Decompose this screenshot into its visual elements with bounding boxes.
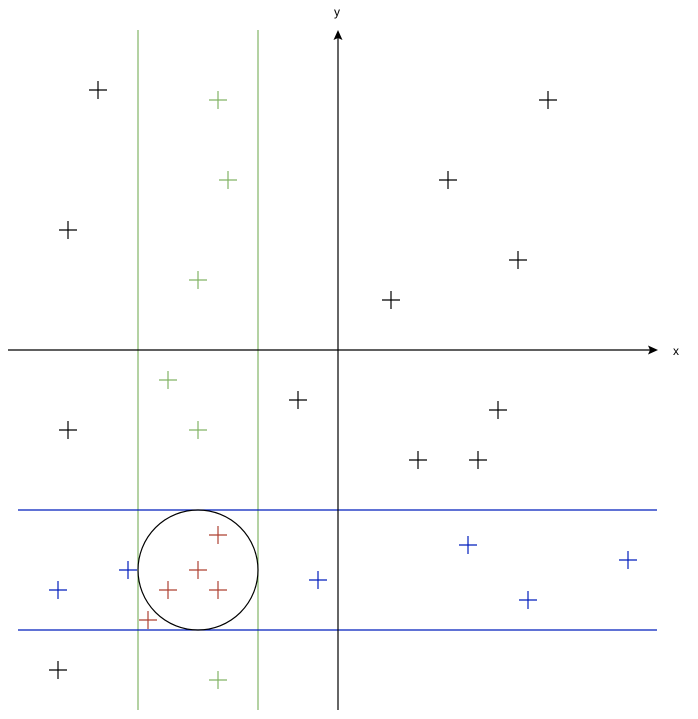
red-plus-point-1 xyxy=(209,526,227,544)
blue-plus-point-1 xyxy=(49,581,67,599)
black-plus-point-1 xyxy=(89,81,107,99)
black-plus-point-7 xyxy=(509,251,527,269)
red-plus-point-5 xyxy=(139,611,157,629)
green-plus-point-5 xyxy=(189,421,207,439)
black-plus-point-11 xyxy=(469,451,487,469)
black-plus-point-6 xyxy=(439,171,457,189)
black-plus-point-9 xyxy=(489,401,507,419)
black-plus-point-8 xyxy=(382,291,400,309)
blue-plus-point-3 xyxy=(309,571,327,589)
green-plus-point-6 xyxy=(209,671,227,689)
axes: x y xyxy=(8,5,679,710)
red-plus-point-2 xyxy=(189,561,207,579)
black-plus-point-2 xyxy=(59,221,77,239)
data-points xyxy=(49,81,637,689)
blue-plus-point-2 xyxy=(119,561,137,579)
red-plus-point-4 xyxy=(209,581,227,599)
green-plus-point-3 xyxy=(189,271,207,289)
blue-plus-point-6 xyxy=(619,551,637,569)
green-plus-point-1 xyxy=(209,91,227,109)
black-plus-point-10 xyxy=(409,451,427,469)
y-axis-label: y xyxy=(334,5,340,19)
blue-plus-point-4 xyxy=(459,536,477,554)
black-plus-point-3 xyxy=(59,421,77,439)
black-plus-point-5 xyxy=(539,91,557,109)
blue-plus-point-5 xyxy=(519,591,537,609)
x-axis-label: x xyxy=(673,344,679,358)
black-plus-point-12 xyxy=(49,661,67,679)
black-plus-point-4 xyxy=(289,391,307,409)
green-plus-point-4 xyxy=(159,371,177,389)
red-plus-point-3 xyxy=(159,581,177,599)
green-plus-point-2 xyxy=(219,171,237,189)
